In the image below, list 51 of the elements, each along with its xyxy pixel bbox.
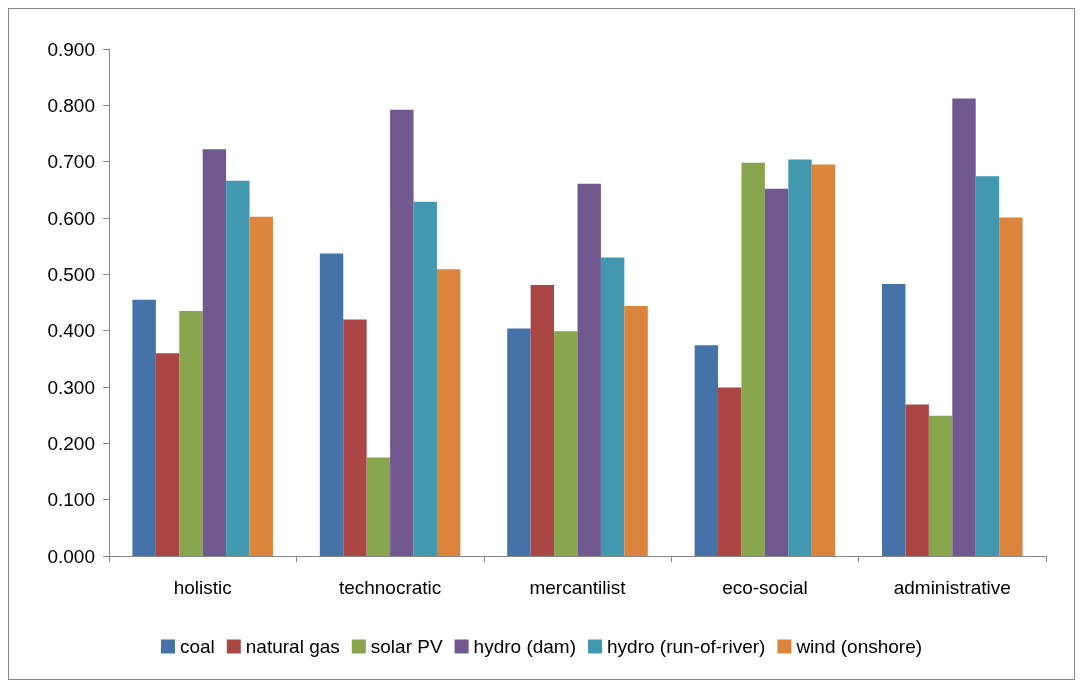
bar <box>577 183 601 556</box>
bar <box>741 162 765 556</box>
bar <box>132 299 156 556</box>
y-tick-label: 0.700 <box>47 151 95 173</box>
legend-label: natural gas <box>245 636 340 657</box>
bar <box>694 345 719 556</box>
y-tick-label: 0.900 <box>47 38 95 60</box>
bar <box>554 331 578 556</box>
bar <box>249 216 273 556</box>
y-tick-label: 0.400 <box>47 320 95 342</box>
bar <box>928 415 953 556</box>
bar <box>507 328 531 556</box>
legend-label: coal <box>179 636 215 657</box>
bar <box>882 283 906 556</box>
bar <box>436 269 461 556</box>
x-tick-label: eco-social <box>722 577 808 598</box>
bar <box>624 305 648 556</box>
y-tick-label: 0.300 <box>47 376 95 398</box>
bar <box>319 253 344 556</box>
legend-label: hydro (dam) <box>473 636 577 657</box>
bar <box>530 285 555 556</box>
legend-label: hydro (run-of-river) <box>607 636 766 657</box>
y-tick-label: 0.800 <box>47 94 95 116</box>
x-tick-label: technocratic <box>338 577 442 598</box>
bar <box>226 180 250 556</box>
x-tick-label: administrative <box>893 577 1011 598</box>
bar <box>600 257 625 556</box>
legend-label: solar PV <box>370 636 443 657</box>
bar <box>788 159 812 556</box>
bar <box>811 164 836 556</box>
bar <box>975 176 1000 556</box>
x-tick-label: mercantilist <box>529 577 627 598</box>
bar <box>179 310 203 556</box>
bar <box>718 387 742 556</box>
x-tick-label: holistic <box>173 577 232 598</box>
bar <box>764 188 789 556</box>
y-tick-label: 0.500 <box>47 263 95 285</box>
bar <box>390 109 414 556</box>
legend-label: wind (onshore) <box>795 636 923 657</box>
bar <box>952 98 976 556</box>
y-tick-label: 0.600 <box>47 207 95 229</box>
bar <box>999 217 1023 556</box>
bar <box>343 319 367 556</box>
bar <box>905 404 929 556</box>
y-tick-label: 0.100 <box>47 489 95 511</box>
bar <box>202 149 227 556</box>
bar <box>413 201 437 556</box>
bar <box>155 353 180 556</box>
y-tick-label: 0.000 <box>47 545 95 567</box>
bar <box>366 457 391 556</box>
y-tick-label: 0.200 <box>47 432 95 454</box>
